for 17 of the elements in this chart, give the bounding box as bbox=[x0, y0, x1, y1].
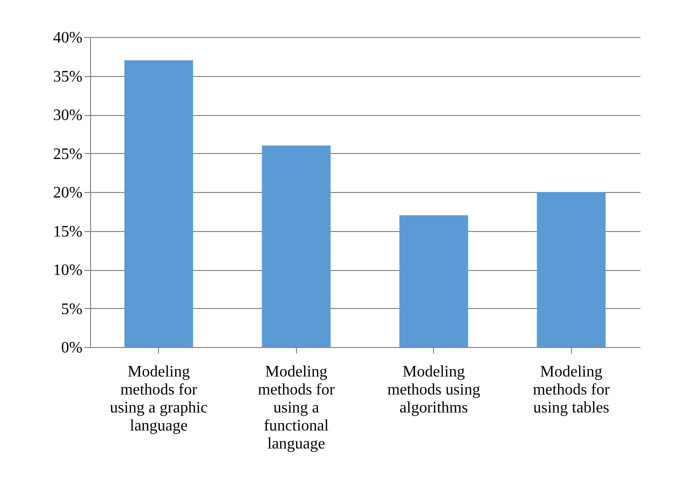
bar bbox=[399, 215, 468, 347]
y-tick-label: 15% bbox=[53, 223, 82, 240]
x-tick-label: Modeling methods for using tables bbox=[532, 364, 610, 416]
x-tick-label: Modeling methods using algorithms bbox=[387, 364, 480, 416]
bar bbox=[124, 60, 194, 347]
y-tick-label: 35% bbox=[53, 68, 82, 86]
bar bbox=[536, 192, 606, 347]
y-tick-label: 40% bbox=[53, 30, 82, 46]
y-tick-label: 25% bbox=[53, 146, 82, 163]
bar bbox=[262, 146, 331, 347]
x-tick-label: Modeling methods for using a graphic language bbox=[110, 364, 208, 434]
y-tick-label: 10% bbox=[53, 262, 82, 279]
x-tick-label: Modeling methods for using a functional language bbox=[258, 364, 336, 452]
y-tick-label: 30% bbox=[53, 107, 82, 124]
y-tick-label: 5% bbox=[61, 300, 82, 318]
y-tick-label: 0% bbox=[61, 340, 82, 356]
y-tick-label: 20% bbox=[53, 184, 82, 202]
